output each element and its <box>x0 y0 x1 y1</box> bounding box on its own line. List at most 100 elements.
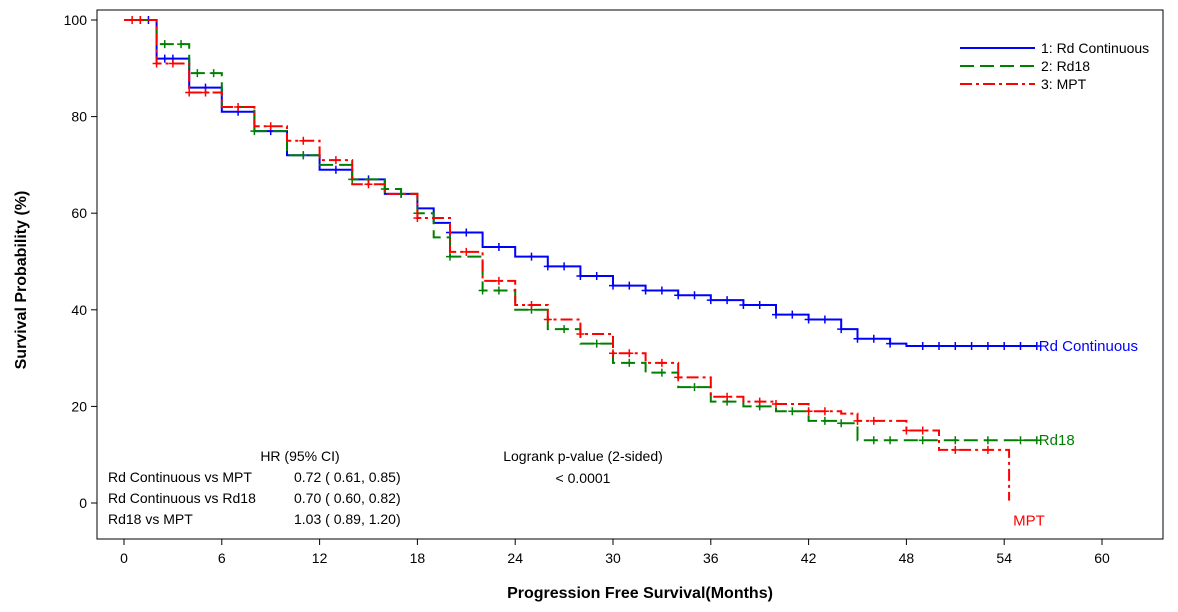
y-tick-label: 80 <box>71 109 87 125</box>
x-tick-label: 30 <box>605 550 621 566</box>
series-line <box>124 19 1011 501</box>
censor-mark <box>951 445 960 454</box>
censor-mark <box>641 286 650 295</box>
censor-mark <box>918 342 927 351</box>
censor-mark <box>160 54 169 63</box>
series-line <box>124 19 1037 348</box>
stats-annotation: HR (95% CI) Logrank p-value (2-sided) < … <box>108 448 663 527</box>
comparison-hr: 0.72 ( 0.61, 0.85) <box>294 469 401 485</box>
censor-mark <box>918 426 927 435</box>
censor-mark <box>853 416 862 425</box>
censor-mark <box>1000 342 1009 351</box>
plot-frame <box>96 9 1164 540</box>
censor-mark <box>983 445 992 454</box>
y-tick-label: 60 <box>71 205 87 221</box>
censor-mark <box>266 122 275 131</box>
censor-mark <box>168 59 177 68</box>
series-end-label: MPT <box>1013 512 1045 529</box>
censor-mark <box>527 300 536 309</box>
censor-mark <box>983 436 992 445</box>
censor-mark <box>869 334 878 343</box>
censor-mark <box>755 397 764 406</box>
censor-mark <box>299 136 308 145</box>
x-tick-label: 18 <box>410 550 426 566</box>
censor-mark <box>674 373 683 382</box>
x-axis-title: Progression Free Survival(Months) <box>507 585 773 602</box>
censor-mark <box>128 16 137 24</box>
axes-layer: 0 6 12 18 24 30 36 42 48 54 60 0 20 40 60 80 100 <box>64 9 1164 566</box>
x-tick-label: 36 <box>703 550 719 566</box>
censor-mark <box>951 342 960 351</box>
censor-mark <box>886 339 895 348</box>
censor-mark <box>837 325 846 334</box>
pvalue-header: Logrank p-value (2-sided) <box>503 448 663 464</box>
hr-header: HR (95% CI) <box>260 448 339 464</box>
series-end-label: Rd18 <box>1039 432 1075 449</box>
x-tick-label: 54 <box>996 550 1012 566</box>
censor-mark <box>918 436 927 445</box>
censor-mark <box>299 151 308 160</box>
censor-mark <box>177 40 186 49</box>
censor-mark <box>1016 342 1025 351</box>
censor-mark <box>657 358 666 367</box>
comparison-label: Rd18 vs MPT <box>108 511 193 527</box>
censor-mark <box>1032 342 1041 351</box>
censor-mark <box>250 127 259 136</box>
censor-mark <box>331 156 340 165</box>
legend-entry: 3: MPT <box>1041 76 1087 92</box>
censor-mark <box>560 325 569 334</box>
censor-mark <box>609 281 617 290</box>
censor-mark <box>935 342 943 351</box>
legend-entry: 2: Rd18 <box>1041 58 1090 74</box>
censor-mark <box>625 358 634 367</box>
x-tick-label: 6 <box>218 550 226 566</box>
censor-mark <box>560 262 569 271</box>
censor-mark <box>772 399 780 408</box>
censor-mark <box>869 416 878 425</box>
censor-mark <box>690 383 699 392</box>
y-tick-label: 0 <box>79 495 87 511</box>
censor-mark <box>185 88 194 97</box>
censor-mark <box>1032 436 1041 445</box>
censor-mark <box>674 291 683 300</box>
censor-mark <box>690 291 699 300</box>
censor-mark <box>820 416 829 425</box>
censor-mark <box>592 339 601 348</box>
comparison-hr: 1.03 ( 0.89, 1.20) <box>294 511 401 527</box>
censor-mark <box>209 69 218 78</box>
censor-mark <box>1016 436 1025 445</box>
censor-mark <box>462 228 471 237</box>
censor-mark <box>804 407 813 416</box>
x-tick-label: 24 <box>507 550 523 566</box>
censor-mark <box>788 407 797 416</box>
censor-mark <box>364 180 373 189</box>
censor-mark <box>804 315 813 324</box>
censor-mark <box>625 349 634 358</box>
censor-mark <box>983 342 992 351</box>
censor-mark <box>462 247 471 256</box>
censor-mark <box>413 214 422 223</box>
censor-mark <box>136 16 145 24</box>
censor-mark <box>592 271 601 280</box>
censor-mark <box>723 392 732 401</box>
censor-mark <box>820 315 829 324</box>
censor-mark <box>543 262 552 271</box>
censor-mark <box>625 281 634 290</box>
censor-mark <box>886 436 895 445</box>
x-tick-label: 0 <box>120 550 128 566</box>
x-tick-label: 12 <box>312 550 328 566</box>
pvalue-value: < 0.0001 <box>556 470 611 486</box>
x-tick-label: 48 <box>899 550 915 566</box>
comparison-hr: 0.70 ( 0.60, 0.82) <box>294 490 401 506</box>
censor-mark <box>234 102 243 111</box>
legend: 1: Rd Continuous 2: Rd18 3: MPT <box>960 40 1149 92</box>
censor-mark <box>576 329 585 338</box>
censor-mark <box>527 252 536 261</box>
series-end-label: Rd Continuous <box>1039 338 1138 355</box>
y-tick-label: 20 <box>71 398 87 414</box>
censor-mark <box>657 368 666 377</box>
x-tick-label: 60 <box>1094 550 1110 566</box>
censor-mark <box>609 349 617 358</box>
legend-entry: 1: Rd Continuous <box>1041 40 1149 56</box>
